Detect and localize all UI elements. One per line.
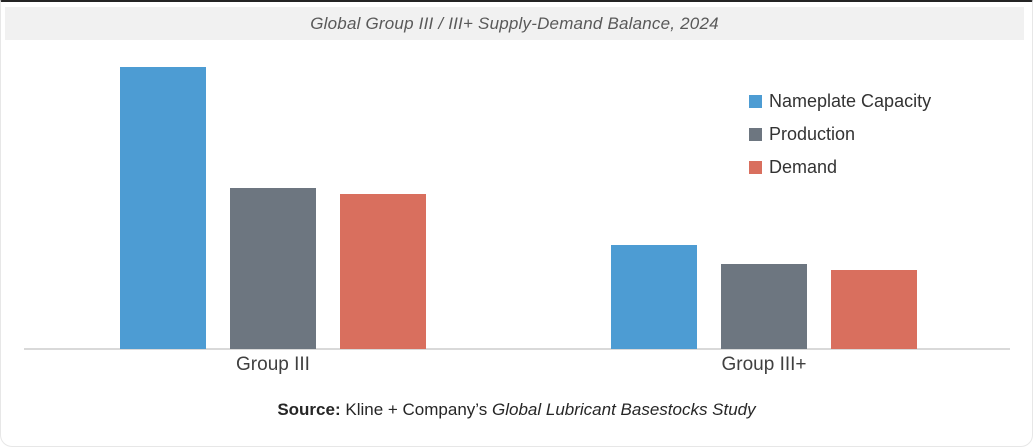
source-text: Kline + Company’s <box>345 400 488 419</box>
chart-title-band: Global Group III / III+ Supply-Demand Ba… <box>5 7 1024 40</box>
bar-group-group-iii-plus <box>611 245 917 349</box>
legend-swatch-demand-icon <box>749 161 762 174</box>
bar-demand <box>831 270 917 349</box>
chart-title: Global Group III / III+ Supply-Demand Ba… <box>310 13 719 33</box>
legend-label: Production <box>769 124 856 144</box>
bar-production <box>230 188 316 349</box>
plot-area: Nameplate Capacity Production Demand <box>1 40 1032 350</box>
bar-demand <box>340 194 426 349</box>
legend-swatch-nameplate-capacity-icon <box>749 95 762 108</box>
legend-item-nameplate-capacity: Nameplate Capacity <box>749 85 931 118</box>
legend-label: Nameplate Capacity <box>769 91 932 111</box>
source-label: Source: <box>277 400 341 419</box>
bar-nameplate-capacity <box>120 67 206 349</box>
bar-production <box>721 264 807 349</box>
bar-nameplate-capacity <box>611 245 697 349</box>
legend-swatch-production-icon <box>749 128 762 141</box>
category-label-group-iii: Group III <box>236 354 310 375</box>
legend-label: Demand <box>769 157 838 177</box>
category-axis-labels: Group III Group III+ <box>1 353 1032 379</box>
x-axis-line <box>24 348 1010 350</box>
legend-item-production: Production <box>749 118 931 151</box>
bar-group-group-iii <box>120 67 426 349</box>
legend-item-demand: Demand <box>749 151 931 184</box>
source-publication: Global Lubricant Basestocks Study <box>492 400 756 419</box>
source-line: Source: Kline + Company’s Global Lubrica… <box>1 400 1032 420</box>
category-label-group-iii-plus: Group III+ <box>721 354 807 375</box>
legend: Nameplate Capacity Production Demand <box>749 85 931 184</box>
